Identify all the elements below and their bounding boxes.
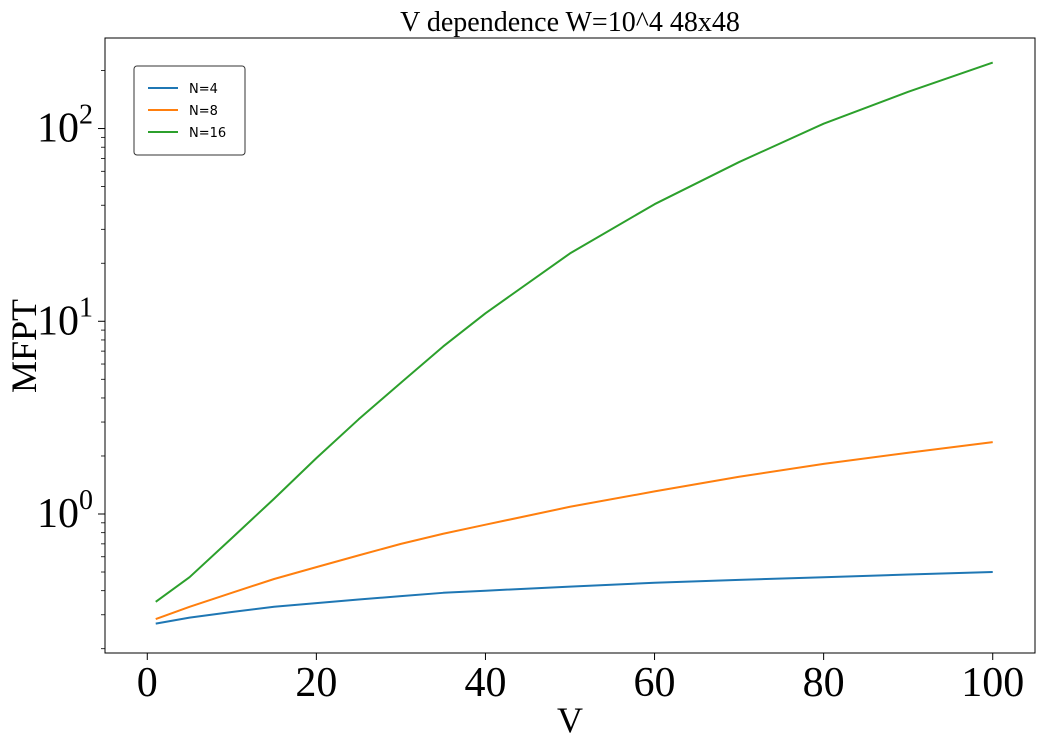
y-tick-label-1: 101: [37, 292, 93, 344]
legend: N=4 N=8 N=16: [133, 65, 246, 156]
x-axis: 0 20 40 60 80 100: [137, 653, 1024, 706]
x-tick-label-5: 100: [961, 660, 1024, 706]
y-axis-label: MFPT: [4, 299, 44, 393]
x-tick-label-2: 40: [464, 660, 506, 706]
y-tick-label-0: 100: [37, 485, 93, 537]
x-tick-label-4: 80: [803, 660, 845, 706]
series-line-2: [155, 61, 994, 603]
chart-title: V dependence W=10^4 48x48: [400, 7, 740, 38]
legend-label-0: N=4: [189, 82, 218, 97]
legend-label-2: N=16: [189, 126, 226, 141]
x-tick-label-1: 20: [295, 660, 337, 706]
plot-area: [155, 61, 994, 625]
y-axis: 100 101 102: [37, 70, 105, 650]
legend-label-1: N=8: [189, 104, 218, 119]
x-tick-label-3: 60: [634, 660, 676, 706]
x-axis-label: V: [557, 700, 583, 740]
plot-frame: [104, 37, 1036, 654]
y-tick-label-2: 102: [37, 100, 93, 152]
x-tick-label-0: 0: [137, 660, 158, 706]
series-line-0: [155, 571, 993, 625]
series-line-1: [155, 441, 993, 621]
